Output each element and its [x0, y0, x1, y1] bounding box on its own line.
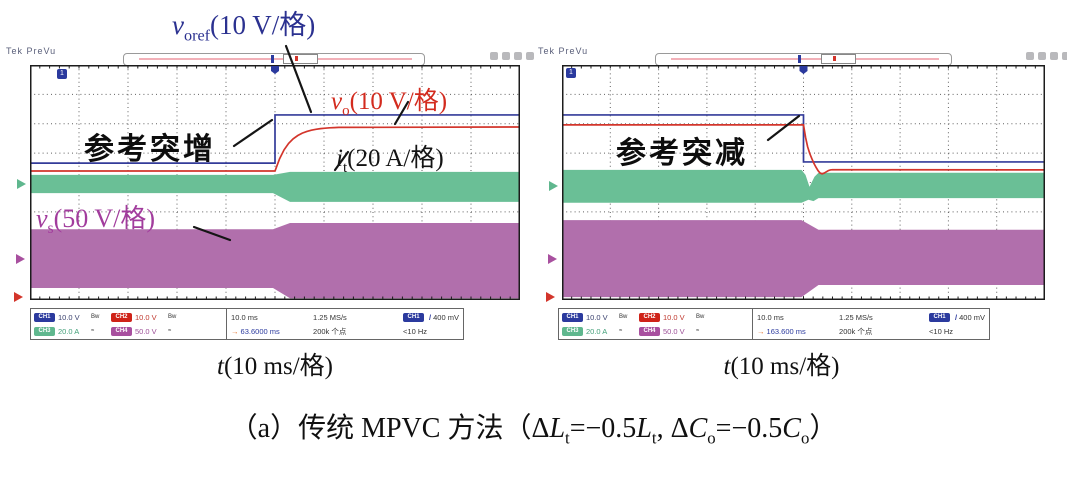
ch4-scale: 50.0 V [663, 326, 685, 336]
ch3-position-arrow-icon [549, 181, 558, 191]
ch3-scale: 20.0 A [58, 326, 80, 336]
ch1-indicator-left: 1 [57, 69, 67, 79]
record-waveform-preview [670, 58, 940, 60]
time-axis-label-right: t(10 ms/格) [723, 353, 840, 380]
ch2-bandwidth-icon: Bw [168, 314, 177, 320]
ch4-coupling-icon: ≈ [168, 328, 172, 334]
scope-menu-icon [1026, 52, 1034, 60]
scope-menu-icons-left [490, 52, 534, 60]
scope-left-status-text: Tek PreVu [6, 46, 57, 56]
waveform-svg-left [30, 65, 520, 300]
label-vo: vo(10 V/格) [331, 88, 448, 119]
record-zoom-tick [294, 56, 298, 61]
h-position-arrow-icon: → [757, 326, 765, 336]
ch1-bandwidth-icon: Bw [91, 314, 100, 320]
ch3-coupling-icon: ≈ [91, 328, 95, 334]
scope-menu-icon [514, 52, 522, 60]
scope-menu-icon [526, 52, 534, 60]
readout-horizontal-left: 10.0 ms 1.25 MS/s CH1 / 400 mV → 63.6000 … [227, 309, 463, 339]
scope-menu-icon [1050, 52, 1058, 60]
ch1-chip: CH1 [562, 312, 583, 322]
trigger-level-value: 400 mV [433, 312, 459, 322]
ch3-coupling-icon: ≈ [619, 328, 623, 334]
scope-right-status-text: Tek PreVu [538, 46, 589, 56]
readout-horizontal-right: 10.0 ms 1.25 MS/s CH1 / 400 mV → 163.600 … [753, 309, 989, 339]
scope-menu-icon [490, 52, 498, 60]
ch1-bandwidth-icon: Bw [619, 314, 628, 320]
record-zoom-bracket [821, 54, 856, 64]
scope-menu-icons-right [1026, 52, 1067, 60]
label-vs: vs(50 V/格) [36, 204, 155, 238]
timebase-value: 10.0 ms [231, 312, 258, 322]
record-zoom-bracket [283, 54, 318, 64]
annotation-step-up: 参考突增 [84, 133, 216, 166]
record-length-value: 200k 个点 [839, 326, 873, 336]
trigger-source-chip: CH1 [929, 312, 951, 322]
label-voref: voref(10 V/格) [172, 10, 316, 45]
ch1-chip: CH1 [34, 312, 55, 322]
trigger-freq-value: <10 Hz [403, 326, 428, 336]
ch2-bandwidth-icon: Bw [696, 314, 705, 320]
trigger-position-arrow-icon [546, 292, 555, 302]
h-position-value: 63.6000 ms [240, 326, 280, 336]
label-it: it(20 A/格) [336, 145, 444, 176]
ch4-position-arrow-icon [16, 254, 25, 264]
ch1-scale: 10.0 V [586, 312, 608, 322]
record-trigger-marker [797, 55, 801, 63]
ch2-chip: CH2 [639, 312, 660, 322]
readout-channels-right: CH1 10.0 V Bw CH2 10.0 V Bw CH3 20.0 A ≈… [559, 309, 754, 339]
ch4-scale: 50.0 V [135, 326, 157, 336]
graticule-right [562, 65, 1045, 300]
h-position-arrow-icon: → [231, 326, 239, 336]
trigger-source-chip: CH1 [403, 312, 425, 322]
record-trigger-marker [271, 55, 274, 63]
scope-menu-icon [1038, 52, 1046, 60]
trigger-freq-value: <10 Hz [929, 326, 954, 336]
record-waveform-preview [139, 58, 412, 60]
ch4-chip: CH4 [639, 326, 660, 336]
ch4-coupling-icon: ≈ [696, 328, 700, 334]
figure-caption: （a）传统 MPVC 方法（ΔLt=−0.5Lt, ΔCo=−0.5Co） [229, 413, 838, 448]
trigger-position-arrow-icon [14, 292, 23, 302]
scope-menu-icon [502, 52, 510, 60]
ch3-scale: 20.0 A [586, 326, 608, 336]
trigger-level-value: 400 mV [959, 312, 985, 322]
sample-rate-value: 1.25 MS/s [313, 312, 347, 322]
record-length-value: 200k 个点 [313, 326, 347, 336]
waveform-svg-right [562, 65, 1045, 300]
ch1-indicator-right: 1 [566, 68, 576, 78]
h-position-value: 163.600 ms [766, 326, 806, 336]
readout-channels-left: CH1 10.0 V Bw CH2 10.0 V Bw CH3 20.0 A ≈… [31, 309, 228, 339]
ch4-position-arrow-icon [548, 254, 557, 264]
ch2-chip: CH2 [111, 312, 132, 322]
trigger-slope-icon: / [955, 312, 958, 322]
annotation-step-down: 参考突减 [616, 137, 748, 170]
timebase-value: 10.0 ms [757, 312, 784, 322]
trigger-slope-icon: / [429, 312, 432, 322]
ch3-chip: CH3 [562, 326, 583, 336]
ch2-scale: 10.0 V [663, 312, 685, 322]
ch3-position-arrow-icon [17, 179, 26, 189]
ch3-chip: CH3 [34, 326, 55, 336]
ch2-scale: 10.0 V [135, 312, 157, 322]
readout-right: CH1 10.0 V Bw CH2 10.0 V Bw CH3 20.0 A ≈… [558, 308, 990, 340]
scope-menu-icon [1062, 52, 1067, 60]
record-zoom-tick [832, 56, 836, 61]
ch4-chip: CH4 [111, 326, 132, 336]
ch1-scale: 10.0 V [58, 312, 80, 322]
readout-left: CH1 10.0 V Bw CH2 10.0 V Bw CH3 20.0 A ≈… [30, 308, 464, 340]
sample-rate-value: 1.25 MS/s [839, 312, 873, 322]
graticule-left [30, 65, 520, 300]
time-axis-label-left: t(10 ms/格) [217, 353, 333, 380]
